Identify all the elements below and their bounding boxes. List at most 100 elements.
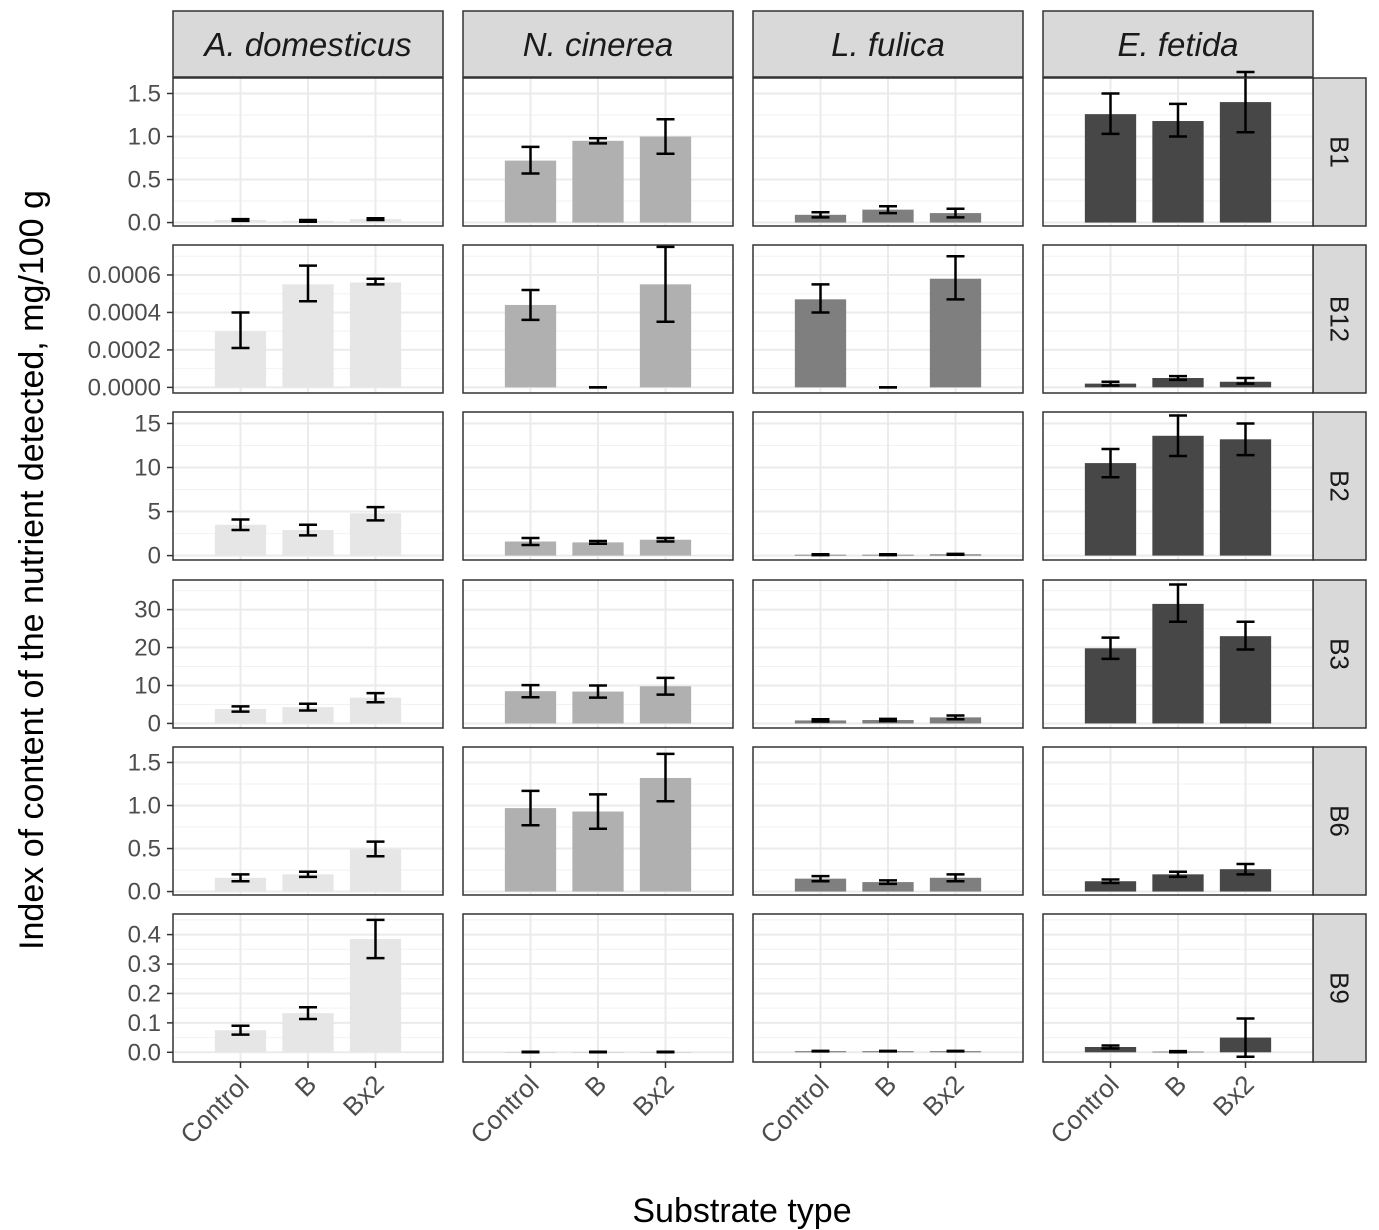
error-bar-b (879, 204, 897, 215)
x-tick-label: Bx2 (337, 1069, 390, 1122)
panel-border (172, 411, 444, 561)
y-tick-label: 1.5 (128, 749, 161, 776)
panel-b9-l-fulica (752, 913, 1024, 1063)
panel-border (752, 579, 1024, 729)
bar-control (214, 709, 267, 724)
x-tick-label: Bx2 (917, 1069, 970, 1122)
error-bar-control (1101, 636, 1120, 661)
bar-b (1152, 121, 1204, 223)
bar-b (572, 140, 624, 223)
error-bar-bx2 (656, 676, 675, 696)
y-tick-label: 1.0 (128, 124, 161, 151)
error-bar-bx2 (1236, 376, 1255, 385)
x-tick-label: B (1159, 1069, 1192, 1102)
row-strip-label: B2 (1325, 470, 1355, 502)
error-bar-bx2 (1236, 70, 1255, 134)
error-bar-control (231, 1024, 250, 1036)
error-bar-b (1169, 414, 1187, 458)
error-bar-control (1101, 878, 1120, 885)
panel-b3-e-fetida (1042, 579, 1314, 729)
error-bar-b (589, 684, 607, 699)
error-bar-bx2 (366, 840, 385, 858)
panel-border (1042, 244, 1314, 394)
error-bar-control (231, 518, 250, 532)
error-bar-b (589, 136, 607, 145)
y-tick-label: 15 (134, 410, 161, 437)
panel-b2-e-fetida (1042, 411, 1314, 561)
y-tick-label: 0.0 (128, 1039, 161, 1066)
bar-bx2 (929, 877, 982, 892)
y-tick-label: 10 (134, 455, 161, 482)
row-strip-b2 (1312, 411, 1367, 561)
error-bar-bx2 (656, 118, 675, 155)
row-strip-label: B9 (1325, 972, 1355, 1004)
panel-border (752, 77, 1024, 227)
y-tick-label: 0.0006 (88, 262, 161, 289)
column-strip-label: L. fulica (831, 26, 945, 63)
panel-b2-l-fulica (752, 411, 1024, 561)
error-bar-control (521, 536, 540, 547)
error-bar-control (521, 288, 540, 322)
error-bar-bx2 (366, 691, 385, 704)
panel-b12-a-domesticus (172, 244, 444, 394)
error-bar-b (589, 793, 607, 830)
error-bar-control (811, 1049, 830, 1053)
y-tick-label: 0.1 (128, 1010, 161, 1037)
error-bar-control (811, 553, 830, 557)
row-strip-b1 (1312, 77, 1367, 227)
panel-b3-a-domesticus (172, 579, 444, 729)
panel-b2-n-cinerea (462, 411, 734, 561)
bar-b (282, 707, 334, 724)
error-bar-b (299, 870, 317, 879)
error-bar-bx2 (946, 207, 965, 219)
bar-b (1152, 874, 1204, 892)
column-strip-label: A. domesticus (202, 26, 411, 63)
bar-b (572, 542, 624, 556)
y-tick-label: 0.3 (128, 951, 161, 978)
y-tick-label: 0.5 (128, 836, 161, 863)
error-bar-b (299, 702, 317, 712)
y-tick-label: 10 (134, 672, 161, 699)
x-tick-label: Control (464, 1069, 544, 1149)
x-tick-label: B (869, 1069, 902, 1102)
panel-border (752, 244, 1024, 394)
panel-border (1042, 746, 1314, 896)
panel-border (172, 77, 444, 227)
error-bar-b (589, 1050, 607, 1054)
bar-control (504, 541, 557, 556)
panel-border (462, 746, 734, 896)
panel-border (752, 746, 1024, 896)
error-bar-bx2 (366, 505, 385, 522)
error-bar-control (1101, 447, 1120, 479)
panel-b2-a-domesticus (172, 411, 444, 561)
error-bar-control (231, 217, 250, 223)
error-bar-bx2 (946, 714, 965, 721)
x-tick-label: Bx2 (627, 1069, 680, 1122)
panel-b1-l-fulica (752, 77, 1024, 227)
y-tick-label: 0.0 (128, 879, 161, 906)
bar-b (1152, 378, 1204, 388)
error-bar-control (231, 873, 250, 883)
error-bar-bx2 (946, 254, 965, 301)
column-strip-n-cinerea (462, 10, 734, 78)
panel-b6-n-cinerea (462, 746, 734, 896)
y-tick-label: 0.0 (128, 210, 161, 237)
column-strip-a-domesticus (172, 10, 444, 78)
y-tick-label: 0.0004 (88, 299, 161, 326)
row-strip-b6 (1312, 746, 1367, 896)
column-strip-l-fulica (752, 10, 1024, 78)
error-bar-bx2 (1236, 862, 1255, 876)
panel-border (462, 579, 734, 729)
error-bar-control (521, 145, 540, 175)
error-bar-b (879, 717, 897, 723)
error-bar-b (1169, 583, 1187, 623)
panel-b1-a-domesticus (172, 77, 444, 227)
error-bar-control (231, 311, 250, 350)
bar-control (1084, 463, 1137, 556)
error-bar-control (811, 874, 830, 883)
bar-control (1084, 648, 1137, 724)
panel-border (752, 411, 1024, 561)
y-tick-label: 0.4 (128, 922, 161, 949)
row-strip-b3 (1312, 579, 1367, 729)
panels-layer: A. domesticus N. cinerea L. fulica E. fetid… (88, 10, 1367, 1150)
